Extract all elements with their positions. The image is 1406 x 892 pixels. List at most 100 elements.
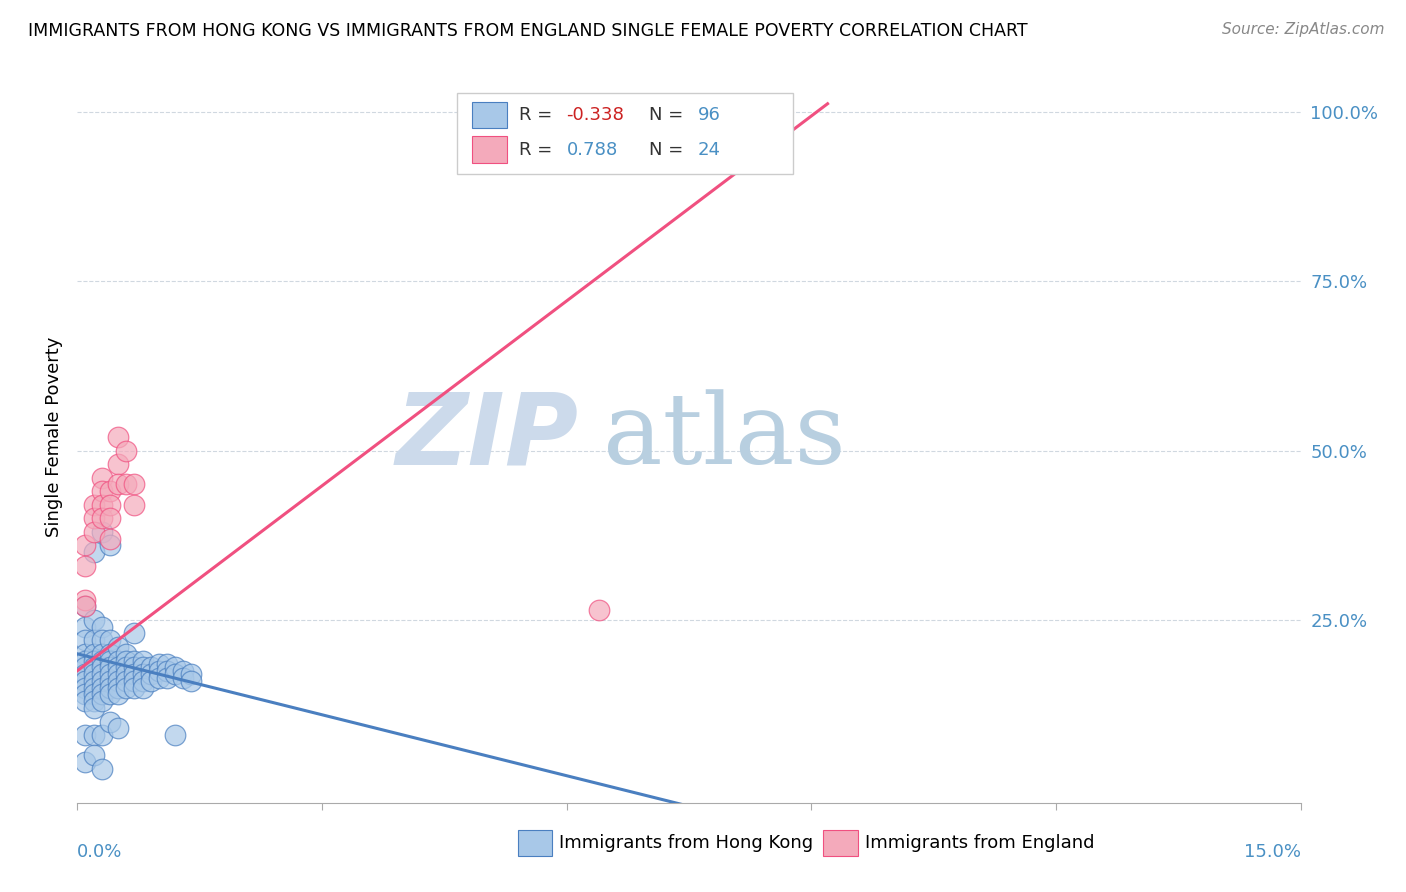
Point	[156, 657, 179, 671]
Point	[90, 511, 112, 525]
Point	[75, 558, 97, 573]
Point	[572, 108, 595, 122]
Point	[107, 667, 129, 681]
Point	[124, 673, 146, 688]
Point	[124, 498, 146, 512]
Point	[83, 748, 105, 763]
Point	[75, 681, 97, 695]
Point	[90, 498, 112, 512]
Bar	[824, 830, 858, 856]
Point	[124, 681, 146, 695]
Point	[115, 673, 138, 688]
Text: atlas: atlas	[603, 389, 846, 485]
Point	[90, 762, 112, 776]
Bar	[472, 136, 506, 163]
Point	[107, 640, 129, 654]
Point	[165, 660, 187, 674]
Point	[83, 660, 105, 674]
Point	[131, 667, 153, 681]
Point	[83, 673, 105, 688]
Point	[75, 673, 97, 688]
Point	[90, 654, 112, 668]
Text: -0.338: -0.338	[567, 106, 624, 124]
Point	[75, 592, 97, 607]
Text: N =: N =	[648, 106, 689, 124]
Point	[90, 681, 112, 695]
Point	[90, 524, 112, 539]
Point	[98, 498, 121, 512]
Point	[115, 667, 138, 681]
Text: 24: 24	[697, 141, 720, 159]
Point	[90, 694, 112, 708]
Point	[115, 681, 138, 695]
Y-axis label: Single Female Poverty: Single Female Poverty	[45, 337, 63, 537]
Point	[83, 667, 105, 681]
Point	[98, 688, 121, 702]
Point	[156, 671, 179, 685]
Point	[75, 620, 97, 634]
Point	[115, 477, 138, 491]
Text: 0.788: 0.788	[567, 141, 617, 159]
Point	[107, 457, 129, 471]
Point	[107, 681, 129, 695]
Point	[83, 701, 105, 715]
Point	[124, 654, 146, 668]
Point	[90, 728, 112, 742]
Point	[156, 664, 179, 678]
Point	[115, 647, 138, 661]
Text: Immigrants from England: Immigrants from England	[865, 834, 1095, 852]
Point	[98, 633, 121, 648]
Point	[588, 603, 610, 617]
Point	[75, 688, 97, 702]
Point	[474, 108, 496, 122]
Point	[98, 681, 121, 695]
Point	[83, 633, 105, 648]
Point	[90, 633, 112, 648]
Point	[98, 667, 121, 681]
Point	[75, 755, 97, 769]
Point	[115, 443, 138, 458]
Point	[131, 654, 153, 668]
Point	[75, 647, 97, 661]
Point	[75, 599, 97, 614]
Point	[98, 660, 121, 674]
Text: 15.0%: 15.0%	[1243, 843, 1301, 861]
Point	[83, 654, 105, 668]
Point	[98, 532, 121, 546]
Point	[98, 647, 121, 661]
Point	[107, 721, 129, 735]
Point	[75, 667, 97, 681]
Point	[83, 694, 105, 708]
Point	[139, 673, 162, 688]
Point	[107, 654, 129, 668]
Bar	[472, 102, 506, 128]
Point	[165, 728, 187, 742]
Point	[172, 671, 194, 685]
Text: ZIP: ZIP	[396, 389, 579, 485]
Point	[148, 671, 170, 685]
Text: Immigrants from Hong Kong: Immigrants from Hong Kong	[560, 834, 814, 852]
Point	[115, 654, 138, 668]
Point	[115, 660, 138, 674]
Point	[83, 728, 105, 742]
Point	[131, 673, 153, 688]
Text: N =: N =	[648, 141, 689, 159]
Text: 0.0%: 0.0%	[77, 843, 122, 861]
Point	[107, 660, 129, 674]
Point	[131, 660, 153, 674]
Point	[90, 688, 112, 702]
Point	[75, 728, 97, 742]
Point	[75, 538, 97, 552]
Point	[148, 657, 170, 671]
Point	[124, 626, 146, 640]
Point	[180, 667, 202, 681]
Text: 96: 96	[697, 106, 720, 124]
Point	[124, 660, 146, 674]
Point	[83, 688, 105, 702]
Point	[83, 524, 105, 539]
Point	[172, 664, 194, 678]
Point	[165, 667, 187, 681]
Point	[107, 673, 129, 688]
Point	[139, 667, 162, 681]
FancyBboxPatch shape	[457, 94, 793, 174]
